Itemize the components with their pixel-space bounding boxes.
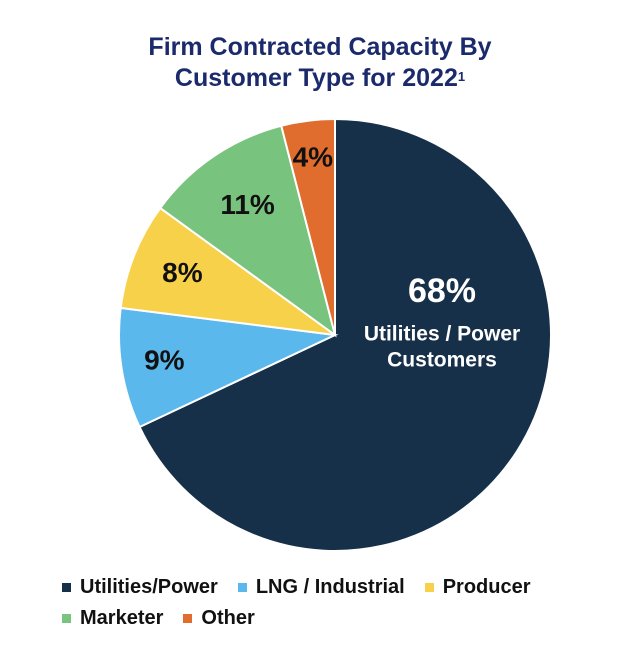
pie-slices [118, 117, 552, 552]
legend-label: Marketer [80, 607, 164, 629]
data-label-marketer: 11% [220, 189, 275, 220]
slice-sublabel: Customers [387, 349, 497, 372]
legend-row: Utilities/Power LNG / Industrial Producer [62, 572, 622, 603]
data-label-producer: 8% [162, 257, 203, 288]
legend-label: Producer [442, 576, 531, 598]
legend-swatch [183, 614, 193, 623]
legend-item: Producer [424, 576, 531, 599]
pie-labels: 68% Utilities / Power Customers 9% 8% 11% 4% [144, 142, 520, 376]
data-label-other: 4% [293, 142, 334, 173]
legend-item: LNG / Industrial [237, 576, 405, 599]
chart-title-line2: Customer Type for 2022 [174, 64, 458, 92]
legend-item: Marketer [62, 607, 163, 630]
legend-item: Other [183, 607, 255, 630]
legend-swatch [424, 583, 434, 592]
pie-slice-other [280, 117, 336, 336]
legend-row: Marketer Other [62, 603, 622, 634]
legend-label: LNG / Industrial [255, 576, 405, 598]
chart-title-line1: Firm Contracted Capacity By [148, 33, 492, 61]
data-label-lng-industrial: 9% [144, 344, 185, 375]
legend-swatch [237, 583, 247, 592]
chart-title-line2-wrap: Customer Type for 20221 [0, 63, 640, 94]
pie-slice-utilities-power [138, 117, 552, 552]
legend-swatch [62, 583, 71, 592]
legend-label: Utilities/Power [80, 576, 218, 598]
chart-title: Firm Contracted Capacity By Customer Typ… [0, 32, 640, 94]
pie-slice-marketer [158, 124, 337, 338]
pie-slice-lng-industrial [118, 306, 339, 429]
legend-item: Utilities/Power [62, 576, 218, 599]
title-footnote: 1 [457, 69, 466, 84]
legend: Utilities/Power LNG / Industrial Producer M… [62, 572, 622, 634]
legend-swatch [62, 614, 71, 623]
slice-sublabel: Utilities / Power [364, 323, 520, 346]
data-label-utilities-power: 68% [408, 272, 476, 310]
legend-label: Other [201, 607, 255, 629]
pie-slice-producer [119, 206, 336, 336]
